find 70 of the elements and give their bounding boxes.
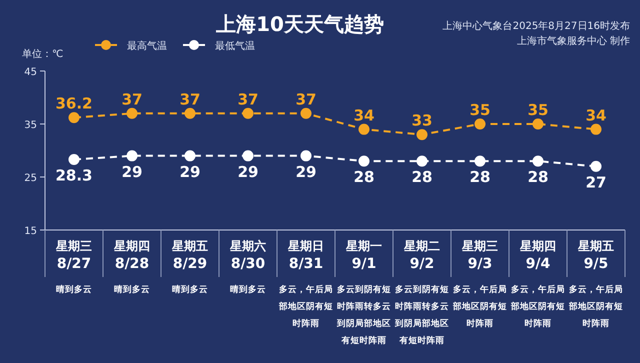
x-tick-label: 星期三 9/3	[461, 239, 498, 272]
point	[358, 124, 370, 135]
data-label: 28.3	[55, 166, 93, 185]
data-label: 34	[586, 106, 606, 124]
x-tick-label: 星期三 8/27	[55, 239, 92, 272]
data-label: 35	[528, 101, 548, 119]
data-label: 29	[296, 162, 316, 181]
text: 多云，午后局部地区阴有短时阵雨	[510, 284, 565, 329]
point	[300, 150, 312, 162]
text: 晴到多云	[172, 284, 208, 295]
y-tick-label: 45	[24, 67, 37, 78]
y-tick-label: 35	[24, 120, 37, 131]
y-tick-label: 15	[24, 226, 37, 237]
point	[358, 156, 370, 167]
legend-label: 最低气温	[215, 40, 255, 52]
point	[590, 124, 602, 135]
text: 多云到阴有短时阵雨转多云到阴局部地区有短时阵雨	[336, 284, 391, 346]
y-tick-label: 25	[24, 173, 37, 184]
data-label: 27	[586, 173, 606, 192]
data-label: 28	[412, 168, 432, 186]
x-tick-label: 星期五 9/5	[577, 239, 614, 272]
point	[184, 150, 196, 162]
data-label: 28	[470, 168, 490, 186]
point	[242, 150, 254, 162]
data-label: 34	[354, 106, 374, 124]
x-tick-label: 星期四 9/4	[519, 239, 556, 272]
data-label: 37	[122, 90, 142, 108]
point	[242, 108, 254, 119]
data-label: 37	[238, 90, 258, 108]
data-label: 28	[528, 168, 548, 186]
text: 晴到多云	[230, 284, 266, 295]
chart-title: 上海10天天气趋势	[215, 12, 384, 36]
text: 晴到多云	[114, 284, 150, 295]
point	[532, 156, 544, 167]
point	[68, 154, 80, 166]
text: 上海市气象服务中心 制作	[516, 35, 630, 47]
point	[590, 160, 602, 172]
x-tick-label: 星期二 9/2	[403, 239, 440, 272]
x-tick-label: 星期五 8/29	[171, 239, 208, 272]
data-label: 28	[354, 168, 374, 186]
y-axis-title: 单位：℃	[22, 48, 64, 60]
data-label: 29	[180, 162, 200, 181]
text: 多云，午后局部地区阴有短时阵雨	[278, 284, 333, 329]
text: 多云到阴有短时阵雨转多云到阴局部地区有短时阵雨	[394, 284, 449, 346]
data-label: 29	[238, 162, 258, 181]
legend-label: 最高气温	[127, 40, 167, 52]
point	[532, 118, 544, 130]
point	[184, 108, 196, 119]
point	[300, 108, 312, 119]
data-label: 33	[412, 112, 432, 130]
text: 多云，午后局部地区阴有短时阵雨	[568, 284, 623, 329]
data-label: 37	[180, 90, 200, 108]
data-label: 35	[470, 101, 490, 119]
point	[126, 108, 138, 119]
x-tick-label: 星期四 8/28	[113, 239, 150, 272]
data-label: 29	[122, 162, 142, 181]
point	[416, 129, 428, 140]
point	[474, 156, 486, 167]
x-tick-label: 星期日 8/31	[287, 239, 324, 272]
point	[68, 112, 80, 124]
point	[474, 118, 486, 130]
data-label: 37	[296, 90, 316, 108]
x-tick-label: 星期一 9/1	[345, 239, 382, 272]
point	[126, 150, 138, 162]
text: 晴到多云	[56, 284, 92, 295]
point	[416, 156, 428, 167]
data-label: 36.2	[55, 94, 93, 113]
text: 上海中心气象台2025年8月27日16时发布	[442, 20, 630, 32]
x-tick-label: 星期六 8/30	[229, 239, 266, 272]
text: 多云，午后局部地区阴有短时阵雨	[452, 284, 507, 329]
